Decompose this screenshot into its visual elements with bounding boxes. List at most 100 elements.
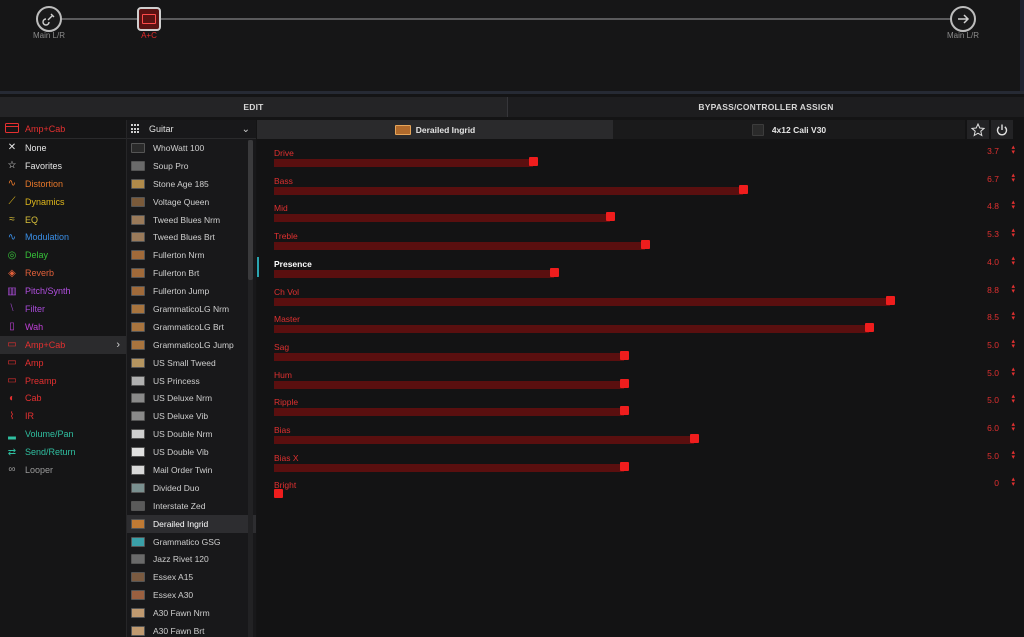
model-item[interactable]: Jazz Rivet 120 bbox=[127, 550, 256, 568]
value-stepper-icon[interactable]: ▴ ▾ bbox=[1011, 476, 1015, 489]
model-item[interactable]: Divided Duo bbox=[127, 479, 256, 497]
category-item-none[interactable]: ✕ None bbox=[0, 139, 126, 157]
value-stepper-icon[interactable]: ▴ ▾ bbox=[1011, 421, 1015, 433]
model-item[interactable]: A30 Fawn Nrm bbox=[127, 604, 256, 622]
category-item-filter[interactable]: ⧵ Filter bbox=[0, 300, 126, 318]
category-item-amp-cab[interactable]: ▭ Amp+Cab › bbox=[0, 335, 126, 354]
model-item[interactable]: Essex A30 bbox=[127, 586, 256, 604]
param-slider-handle[interactable] bbox=[529, 157, 538, 166]
value-stepper-icon[interactable]: ▴ ▾ bbox=[1011, 448, 1015, 461]
param-slider-track[interactable] bbox=[274, 214, 610, 223]
tab-bypass-controller-assign[interactable]: BYPASS/CONTROLLER ASSIGN bbox=[508, 97, 1024, 117]
param-slider-track[interactable] bbox=[274, 380, 624, 389]
value-stepper-icon[interactable]: ▴ ▾ bbox=[1011, 365, 1015, 378]
param-slider-handle[interactable] bbox=[690, 434, 699, 443]
value-stepper-icon[interactable]: ▴ ▾ bbox=[1011, 199, 1015, 212]
category-item-pitch-synth[interactable]: ▥ Pitch/Synth bbox=[0, 282, 126, 300]
value-stepper-icon[interactable]: ▴ ▾ bbox=[1011, 144, 1015, 156]
param-value[interactable]: 6.7 bbox=[987, 173, 999, 184]
tab-amp-model[interactable]: Derailed Ingrid bbox=[257, 120, 613, 139]
output-node[interactable] bbox=[950, 6, 976, 32]
model-item[interactable]: US Double Nrm bbox=[127, 425, 256, 443]
param-slider-track[interactable] bbox=[274, 408, 624, 417]
param-value[interactable]: 0 bbox=[994, 478, 999, 489]
param-slider-track[interactable] bbox=[274, 325, 869, 334]
param-slider-track[interactable] bbox=[274, 242, 645, 251]
model-item[interactable]: US Deluxe Vib bbox=[127, 407, 256, 425]
param-slider-track[interactable] bbox=[274, 436, 694, 444]
amp-cab-block[interactable] bbox=[137, 7, 161, 31]
param-slider-track[interactable] bbox=[274, 269, 554, 278]
param-slider-handle[interactable] bbox=[550, 267, 559, 277]
category-item-amp[interactable]: ▭ Amp bbox=[0, 354, 126, 372]
model-item[interactable]: A30 Fawn Brt bbox=[127, 622, 256, 637]
param-slider-handle[interactable] bbox=[620, 406, 629, 416]
tab-edit[interactable]: EDIT bbox=[0, 97, 508, 117]
param-value[interactable]: 5.3 bbox=[987, 229, 999, 240]
model-item[interactable]: US Princess bbox=[127, 372, 256, 390]
param-slider-handle[interactable] bbox=[739, 184, 748, 194]
param-value[interactable]: 5.0 bbox=[987, 395, 999, 406]
param-slider-handle[interactable] bbox=[865, 323, 874, 333]
param-value[interactable]: 8.8 bbox=[987, 284, 999, 295]
model-item[interactable]: Interstate Zed bbox=[127, 497, 256, 515]
param-slider-track[interactable] bbox=[274, 297, 890, 306]
param-slider-track[interactable] bbox=[274, 352, 624, 361]
category-item-cab[interactable]: ◐ Cab bbox=[0, 389, 126, 407]
param-slider-track[interactable] bbox=[274, 159, 533, 167]
model-item[interactable]: Voltage Queen bbox=[127, 193, 256, 211]
category-item-eq[interactable]: ≈ EQ bbox=[0, 211, 126, 229]
model-item[interactable]: Fullerton Nrm bbox=[127, 246, 256, 264]
category-header[interactable]: Amp+Cab bbox=[0, 120, 126, 139]
param-slider-handle[interactable] bbox=[620, 350, 629, 360]
model-item[interactable]: Fullerton Brt bbox=[127, 264, 256, 282]
param-slider-handle[interactable] bbox=[886, 295, 895, 305]
model-item[interactable]: WhoWatt 100 bbox=[127, 139, 256, 157]
category-item-volume-pan[interactable]: ▂ Volume/Pan bbox=[0, 425, 126, 443]
category-item-reverb[interactable]: ◈ Reverb bbox=[0, 264, 126, 282]
favorite-button[interactable] bbox=[967, 120, 989, 139]
model-item[interactable]: US Deluxe Nrm bbox=[127, 389, 256, 407]
model-item[interactable]: Fullerton Jump bbox=[127, 282, 256, 300]
category-item-distortion[interactable]: ∿ Distortion bbox=[0, 175, 126, 193]
param-slider-handle[interactable] bbox=[274, 489, 283, 499]
param-slider-track[interactable] bbox=[274, 186, 743, 195]
param-slider-handle[interactable] bbox=[620, 378, 629, 388]
model-item[interactable]: GrammaticoLG Nrm bbox=[127, 300, 256, 318]
value-stepper-icon[interactable]: ▴ ▾ bbox=[1011, 337, 1015, 350]
param-slider-handle[interactable] bbox=[620, 461, 629, 471]
category-item-looper[interactable]: ∞ Looper bbox=[0, 461, 126, 479]
param-value[interactable]: 5.0 bbox=[987, 367, 999, 378]
model-item[interactable]: Tweed Blues Brt bbox=[127, 228, 256, 246]
param-slider-handle[interactable] bbox=[641, 240, 650, 250]
model-item[interactable]: Stone Age 185 bbox=[127, 175, 256, 193]
category-item-delay[interactable]: ◎ Delay bbox=[0, 246, 126, 264]
category-item-preamp[interactable]: ▭ Preamp bbox=[0, 372, 126, 390]
model-filter-header[interactable]: Guitar ⌄ bbox=[127, 120, 256, 139]
value-stepper-icon[interactable]: ▴ ▾ bbox=[1011, 254, 1015, 267]
value-stepper-icon[interactable]: ▴ ▾ bbox=[1011, 393, 1015, 406]
tab-cab-model[interactable]: 4x12 Cali V30 bbox=[613, 120, 965, 139]
value-stepper-icon[interactable]: ▴ ▾ bbox=[1011, 171, 1015, 184]
category-item-wah[interactable]: ▯ Wah bbox=[0, 318, 126, 336]
param-value[interactable]: 4.0 bbox=[987, 256, 999, 267]
bypass-button[interactable] bbox=[991, 120, 1013, 139]
model-item[interactable]: Derailed Ingrid bbox=[127, 514, 256, 533]
param-slider-track[interactable] bbox=[274, 463, 624, 472]
param-value[interactable]: 5.0 bbox=[987, 339, 999, 350]
param-slider-handle[interactable] bbox=[606, 212, 615, 222]
category-item-ir[interactable]: ⌇ IR bbox=[0, 407, 126, 425]
model-item[interactable]: US Small Tweed bbox=[127, 354, 256, 372]
category-item-send-return[interactable]: ⇄ Send/Return bbox=[0, 443, 126, 461]
param-value[interactable]: 8.5 bbox=[987, 312, 999, 323]
param-value[interactable]: 6.0 bbox=[987, 423, 999, 433]
param-value[interactable]: 5.0 bbox=[987, 450, 999, 461]
category-item-dynamics[interactable]: ⟋ Dynamics bbox=[0, 193, 126, 211]
value-stepper-icon[interactable]: ▴ ▾ bbox=[1011, 310, 1015, 323]
value-stepper-icon[interactable]: ▴ ▾ bbox=[1011, 227, 1015, 240]
model-item[interactable]: Soup Pro bbox=[127, 157, 256, 175]
model-item[interactable]: GrammaticoLG Brt bbox=[127, 318, 256, 336]
param-value[interactable]: 4.8 bbox=[987, 201, 999, 212]
model-item[interactable]: Tweed Blues Nrm bbox=[127, 211, 256, 229]
input-node[interactable] bbox=[36, 6, 62, 32]
